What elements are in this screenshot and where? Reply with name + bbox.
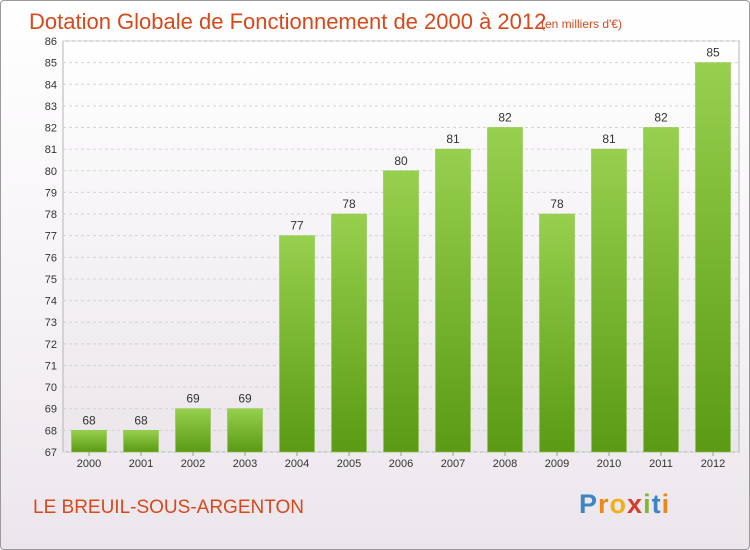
bar-2010 [591, 148, 627, 453]
data-label: 82 [654, 111, 668, 125]
y-tick-label: 72 [45, 339, 57, 351]
data-label: 78 [342, 197, 356, 211]
logo-letter: i [643, 489, 652, 519]
bar-2011 [643, 127, 679, 453]
x-tick-label: 2011 [649, 458, 673, 470]
x-tick-label: 2002 [181, 458, 205, 470]
data-label: 85 [706, 46, 720, 60]
y-tick-label: 83 [45, 101, 57, 113]
y-tick-label: 84 [45, 79, 57, 91]
y-tick-label: 77 [45, 231, 57, 243]
y-tick-label: 73 [45, 317, 57, 329]
x-tick-label: 2000 [77, 458, 101, 470]
y-tick-label: 78 [45, 209, 57, 221]
x-tick-label: 2001 [129, 458, 153, 470]
bar-2004 [279, 235, 315, 453]
x-tick-label: 2008 [493, 458, 517, 470]
x-tick-label: 2005 [337, 458, 361, 470]
y-tick-label: 82 [45, 123, 57, 135]
logo-letter: o [609, 489, 628, 519]
data-label: 81 [602, 132, 616, 146]
bar-2003 [227, 408, 263, 453]
y-tick-label: 75 [45, 274, 57, 286]
y-tick-label: 80 [45, 166, 57, 178]
data-label: 77 [290, 219, 304, 233]
chart-title: Dotation Globale de Fonctionnement de 20… [29, 9, 547, 34]
y-tick-label: 79 [45, 187, 57, 199]
logo-letter: x [627, 489, 644, 519]
bar-2007 [435, 148, 471, 453]
y-tick-label: 74 [45, 296, 57, 308]
proxiti-logo: Proxiti [579, 489, 670, 520]
x-tick-label: 2003 [233, 458, 257, 470]
x-tick-label: 2006 [389, 458, 413, 470]
data-label: 81 [446, 132, 460, 146]
data-label: 69 [186, 392, 200, 406]
bar-2008 [487, 127, 523, 453]
chart-unit: (en milliers d'€) [541, 17, 622, 31]
logo-letter: t [651, 489, 662, 519]
logo-letter: P [579, 489, 599, 519]
bar-2002 [175, 408, 211, 453]
data-label: 69 [238, 392, 252, 406]
data-label: 82 [498, 111, 512, 125]
data-label: 78 [550, 197, 564, 211]
x-tick-label: 2009 [545, 458, 569, 470]
bar-2006 [383, 170, 419, 453]
x-tick-label: 2004 [285, 458, 309, 470]
y-tick-label: 68 [45, 425, 57, 437]
logo-letter: r [598, 489, 610, 519]
logo-letter: i [661, 489, 671, 519]
y-tick-label: 85 [45, 58, 57, 70]
y-tick-label: 76 [45, 252, 57, 264]
data-label: 68 [134, 413, 148, 427]
commune-name: LE BREUIL-SOUS-ARGENTON [33, 497, 304, 518]
bar-2009 [539, 213, 575, 453]
x-tick-label: 2010 [597, 458, 621, 470]
bar-2012 [695, 62, 731, 453]
y-tick-label: 81 [45, 144, 57, 156]
bar-2001 [123, 430, 159, 453]
y-tick-label: 67 [45, 447, 57, 459]
bar-2005 [331, 213, 367, 453]
data-label: 80 [394, 154, 408, 168]
x-tick-label: 2012 [701, 458, 725, 470]
y-tick-label: 86 [45, 36, 57, 48]
y-tick-label: 71 [45, 360, 57, 372]
bar-2000 [71, 430, 107, 453]
y-tick-label: 69 [45, 404, 57, 416]
y-tick-label: 70 [45, 382, 57, 394]
x-tick-label: 2007 [441, 458, 465, 470]
data-label: 68 [82, 413, 96, 427]
